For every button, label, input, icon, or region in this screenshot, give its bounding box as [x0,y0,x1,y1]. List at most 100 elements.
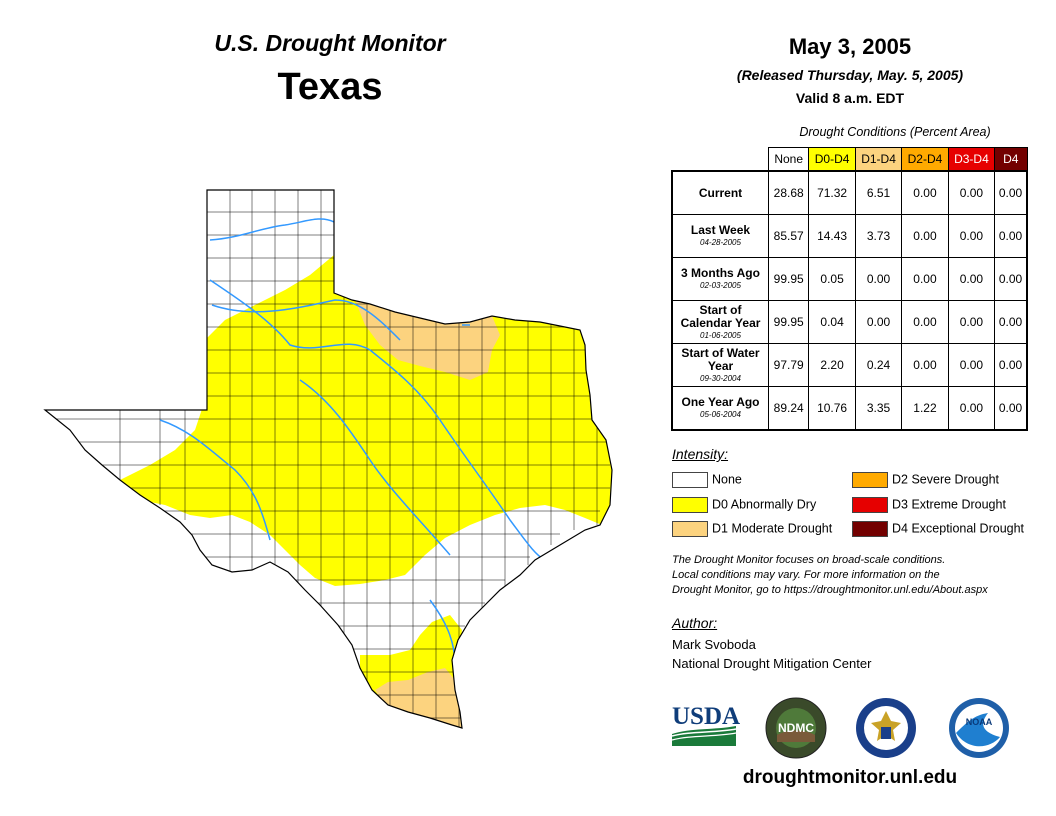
usda-logo: USDA [671,703,740,746]
value-cell: 0.00 [947,343,996,387]
legend-item-d4: D4 Exceptional Drought [852,520,1025,537]
col-header-d4: D4 [994,147,1028,172]
value-cell: 0.00 [947,214,996,258]
value-cell: 89.24 [767,386,810,431]
value-cell: 99.95 [767,257,810,301]
table-row: One Year Ago 05-06-2004 89.24 10.76 3.35 1.22… [671,386,1029,431]
col-header-d3-d4: D3-D4 [947,147,996,172]
table-row: Start of Calendar Year 01-06-2005 99.95 0.0… [671,300,1029,344]
row-date: 02-03-2005 [700,281,741,290]
legend-title: Intensity: [672,446,729,462]
value-cell: 0.00 [854,300,903,344]
legend-label: D1 Moderate Drought [712,521,833,536]
value-cell: 3.35 [854,386,903,431]
legend-label: D0 Abnormally Dry [712,497,817,512]
legend-swatch [672,471,708,488]
page-title: U.S. Drought Monitor [214,30,446,56]
legend-item-d1: D1 Moderate Drought [672,520,833,537]
legend-swatch [852,471,888,488]
value-cell: 6.51 [854,170,903,215]
note-line: Drought Monitor, go to https://droughtmo… [672,584,988,596]
col-header-d2-d4: D2-D4 [901,147,949,172]
value-cell: 0.00 [994,257,1029,301]
noaa-logo: NOAA [949,698,1009,758]
d1-region-south [375,668,462,728]
value-cell: 0.00 [947,386,996,431]
table-row: Last Week 04-28-2005 85.57 14.43 3.73 0.00 0.0… [671,214,1029,258]
row-label: 3 Months Ago [681,266,760,280]
row-label-cell: Start of Calendar Year 01-06-2005 [671,300,769,344]
value-cell: 3.73 [854,214,903,258]
value-cell: 0.00 [994,343,1029,387]
legend-label: D4 Exceptional Drought [892,521,1025,536]
value-cell: 0.24 [854,343,903,387]
value-cell: 28.68 [767,170,810,215]
row-date: 05-06-2004 [700,410,741,419]
value-cell: 0.05 [808,257,856,301]
note-line: Local conditions may vary. For more info… [672,569,940,581]
value-cell: 0.00 [947,170,996,215]
value-cell: 0.00 [994,170,1029,215]
table-row: Start of Water Year 09-30-2004 97.79 2.20 0.… [671,343,1029,387]
value-cell: 0.00 [901,257,949,301]
col-header-none: None [767,147,810,172]
row-label-cell: Last Week 04-28-2005 [671,214,769,258]
note-line: The Drought Monitor focuses on broad-sca… [672,554,946,566]
usda-logo-text: USDA [672,703,740,730]
legend-label: D3 Extreme Drought [892,497,1006,512]
value-cell: 85.57 [767,214,810,258]
row-label: Last Week [690,223,751,237]
row-label: One Year Ago [681,395,760,409]
release-date: (Released Thursday, May. 5, 2005) [736,67,964,83]
value-cell: 0.00 [901,300,949,344]
ndmc-logo: NDMC [765,697,827,759]
commerce-seal [856,698,916,758]
row-label-cell: Current [671,170,769,215]
table-row: Current 28.68 71.32 6.51 0.00 0.00 0.00 [671,170,1029,215]
table-caption: Drought Conditions (Percent Area) [799,125,991,139]
row-label-cell: One Year Ago 05-06-2004 [671,386,769,431]
legend-swatch [672,496,708,513]
author-name: Mark Svoboda [672,637,756,652]
row-label: Start of Water Year [681,345,760,373]
legend-item-d2: D2 Severe Drought [852,471,1000,488]
value-cell: 99.95 [767,300,810,344]
row-label: Current [698,185,743,200]
row-label-cell: Start of Water Year 09-30-2004 [671,343,769,387]
disclaimer-note: The Drought Monitor focuses on broad-sca… [672,553,1042,598]
value-cell: 2.20 [808,343,856,387]
texas-border [43,189,613,729]
legend-item-d0: D0 Abnormally Dry [672,496,817,513]
value-cell: 97.79 [767,343,810,387]
value-cell: 0.00 [901,170,949,215]
ndmc-logo-text: NDMC [778,721,814,735]
legend-label: D2 Severe Drought [892,472,1000,487]
value-cell: 0.00 [994,300,1029,344]
valid-time: Valid 8 a.m. EDT [795,90,905,106]
row-date: 09-30-2004 [700,373,741,383]
legend-item-none: None [672,471,742,488]
legend-swatch [852,520,888,537]
value-cell: 14.43 [808,214,856,258]
value-cell: 0.04 [808,300,856,344]
row-label-cell: 3 Months Ago 02-03-2005 [671,257,769,301]
row-date: 04-28-2005 [700,238,741,247]
value-cell: 0.00 [994,214,1029,258]
drought-stats-table: None D0-D4 D1-D4 D2-D4 D3-D4 D4 Current 2… [671,147,1029,431]
author-title: Author: [672,615,718,631]
value-cell: 0.00 [994,386,1029,431]
col-header-d1-d4: D1-D4 [854,147,903,172]
table-row: 3 Months Ago 02-03-2005 99.95 0.05 0.00 0.00 0… [671,257,1029,301]
row-label: Start of Calendar Year [680,302,761,330]
legend-swatch [672,520,708,537]
value-cell: 71.32 [808,170,856,215]
texas-drought-map [43,189,613,729]
legend-item-d3: D3 Extreme Drought [852,496,1006,513]
author-org: National Drought Mitigation Center [672,656,872,671]
website-link[interactable]: droughtmonitor.unl.edu [742,767,958,788]
value-cell: 0.00 [947,257,996,301]
d1-region-north [355,300,500,380]
row-date: 01-06-2005 [700,330,741,340]
map-date: May 3, 2005 [788,34,912,59]
value-cell: 10.76 [808,386,856,431]
